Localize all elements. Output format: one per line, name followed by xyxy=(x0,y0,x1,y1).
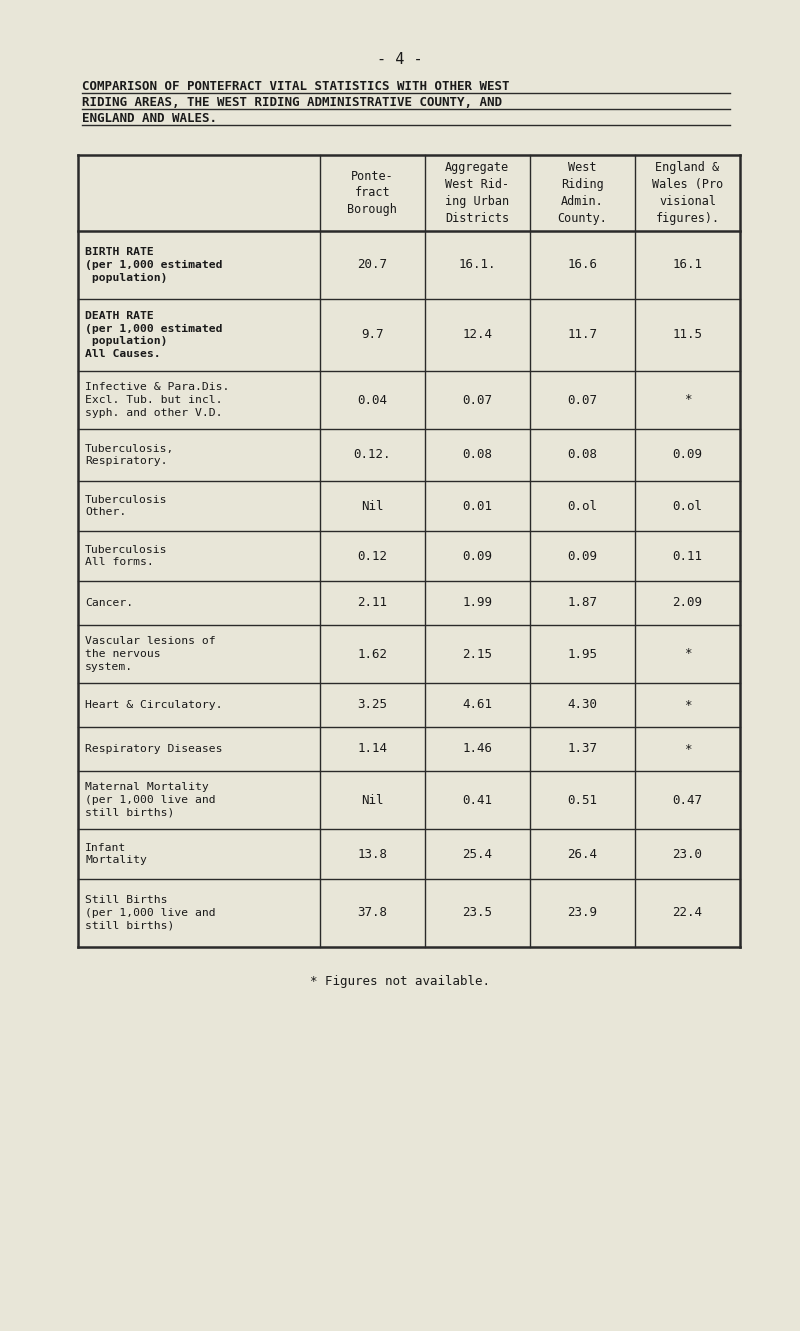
Text: 1.95: 1.95 xyxy=(567,647,598,660)
Text: Vascular lesions of
the nervous
system.: Vascular lesions of the nervous system. xyxy=(85,636,216,672)
Text: *: * xyxy=(684,743,691,756)
Text: 0.51: 0.51 xyxy=(567,793,598,807)
Text: 13.8: 13.8 xyxy=(357,848,387,861)
Text: DEATH RATE
(per 1,000 estimated
 population)
All Causes.: DEATH RATE (per 1,000 estimated populati… xyxy=(85,310,222,359)
Text: Tuberculosis
All forms.: Tuberculosis All forms. xyxy=(85,544,167,567)
Text: * Figures not available.: * Figures not available. xyxy=(310,976,490,988)
Text: Cancer.: Cancer. xyxy=(85,598,133,608)
Text: Ponte-
fract
Borough: Ponte- fract Borough xyxy=(347,169,397,217)
Text: 23.9: 23.9 xyxy=(567,906,598,920)
Text: 0.07: 0.07 xyxy=(462,394,492,406)
Text: RIDING AREAS, THE WEST RIDING ADMINISTRATIVE COUNTY, AND: RIDING AREAS, THE WEST RIDING ADMINISTRA… xyxy=(82,96,502,109)
Text: 22.4: 22.4 xyxy=(673,906,702,920)
Text: Heart & Circulatory.: Heart & Circulatory. xyxy=(85,700,222,709)
Text: 16.1: 16.1 xyxy=(673,258,702,272)
Text: 37.8: 37.8 xyxy=(357,906,387,920)
Text: *: * xyxy=(684,394,691,406)
Text: 0.47: 0.47 xyxy=(673,793,702,807)
Text: Infant
Mortality: Infant Mortality xyxy=(85,843,147,865)
Text: 23.0: 23.0 xyxy=(673,848,702,861)
Text: Nil: Nil xyxy=(361,793,383,807)
Text: Infective & Para.Dis.
Excl. Tub. but incl.
syph. and other V.D.: Infective & Para.Dis. Excl. Tub. but inc… xyxy=(85,382,230,418)
Text: 1.87: 1.87 xyxy=(567,596,598,610)
Text: 26.4: 26.4 xyxy=(567,848,598,861)
Text: 0.09: 0.09 xyxy=(462,550,492,563)
Text: 12.4: 12.4 xyxy=(462,329,492,342)
Text: COMPARISON OF PONTEFRACT VITAL STATISTICS WITH OTHER WEST: COMPARISON OF PONTEFRACT VITAL STATISTIC… xyxy=(82,80,510,93)
Text: 1.62: 1.62 xyxy=(357,647,387,660)
Text: 0.07: 0.07 xyxy=(567,394,598,406)
Text: 0.04: 0.04 xyxy=(357,394,387,406)
Text: 20.7: 20.7 xyxy=(357,258,387,272)
Text: 0.01: 0.01 xyxy=(462,499,492,512)
Text: 0.ol: 0.ol xyxy=(567,499,598,512)
Text: 11.5: 11.5 xyxy=(673,329,702,342)
Text: 16.1.: 16.1. xyxy=(458,258,496,272)
Text: Maternal Mortality
(per 1,000 live and
still births): Maternal Mortality (per 1,000 live and s… xyxy=(85,783,216,817)
Text: 0.41: 0.41 xyxy=(462,793,492,807)
Text: West
Riding
Admin.
County.: West Riding Admin. County. xyxy=(558,161,607,225)
Text: 2.09: 2.09 xyxy=(673,596,702,610)
Text: Still Births
(per 1,000 live and
still births): Still Births (per 1,000 live and still b… xyxy=(85,896,216,930)
Text: 0.ol: 0.ol xyxy=(673,499,702,512)
Text: 2.15: 2.15 xyxy=(462,647,492,660)
Text: BIRTH RATE
(per 1,000 estimated
 population): BIRTH RATE (per 1,000 estimated populati… xyxy=(85,248,222,284)
Text: 1.46: 1.46 xyxy=(462,743,492,756)
Text: Aggregate
West Rid-
ing Urban
Districts: Aggregate West Rid- ing Urban Districts xyxy=(446,161,510,225)
Text: 25.4: 25.4 xyxy=(462,848,492,861)
Text: 0.08: 0.08 xyxy=(462,449,492,462)
Text: 1.99: 1.99 xyxy=(462,596,492,610)
Text: 0.12.: 0.12. xyxy=(354,449,391,462)
Text: *: * xyxy=(684,647,691,660)
Text: 11.7: 11.7 xyxy=(567,329,598,342)
Text: 16.6: 16.6 xyxy=(567,258,598,272)
Text: 0.11: 0.11 xyxy=(673,550,702,563)
Text: 0.09: 0.09 xyxy=(567,550,598,563)
Text: Tuberculosis
Other.: Tuberculosis Other. xyxy=(85,495,167,518)
Text: 0.09: 0.09 xyxy=(673,449,702,462)
Text: 1.37: 1.37 xyxy=(567,743,598,756)
Text: 9.7: 9.7 xyxy=(361,329,383,342)
Text: 4.30: 4.30 xyxy=(567,699,598,712)
Text: 23.5: 23.5 xyxy=(462,906,492,920)
Text: - 4 -: - 4 - xyxy=(377,52,423,67)
Text: *: * xyxy=(684,699,691,712)
Text: England &
Wales (Pro
visional
figures).: England & Wales (Pro visional figures). xyxy=(652,161,723,225)
Text: 0.08: 0.08 xyxy=(567,449,598,462)
Text: 0.12: 0.12 xyxy=(357,550,387,563)
Text: 4.61: 4.61 xyxy=(462,699,492,712)
Text: 2.11: 2.11 xyxy=(357,596,387,610)
Text: Nil: Nil xyxy=(361,499,383,512)
Text: 1.14: 1.14 xyxy=(357,743,387,756)
Text: Tuberculosis,
Respiratory.: Tuberculosis, Respiratory. xyxy=(85,443,174,466)
Text: ENGLAND AND WALES.: ENGLAND AND WALES. xyxy=(82,112,217,125)
Text: 3.25: 3.25 xyxy=(357,699,387,712)
Text: Respiratory Diseases: Respiratory Diseases xyxy=(85,744,222,753)
